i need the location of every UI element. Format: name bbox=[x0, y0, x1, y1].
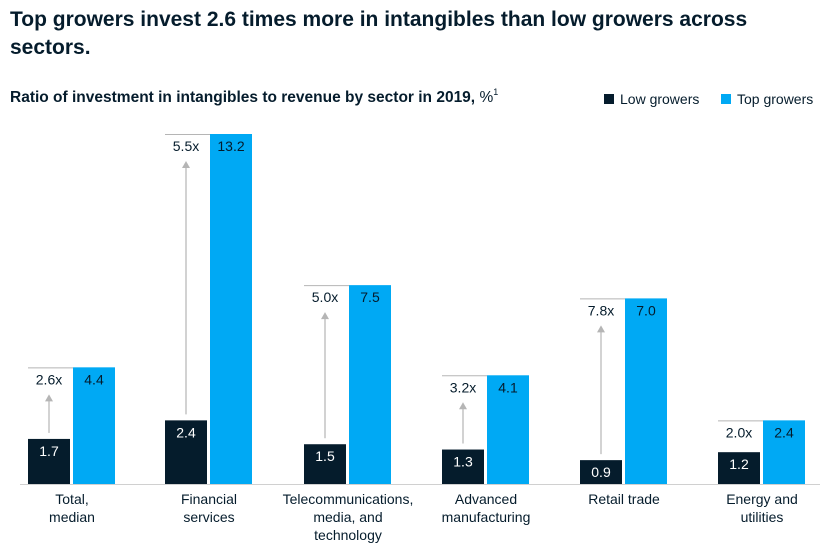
category-label: Retail trade bbox=[588, 491, 660, 507]
data-label-top-growers: 13.2 bbox=[217, 138, 244, 154]
category-label: median bbox=[49, 509, 95, 525]
growth-arrow-head bbox=[597, 325, 605, 333]
category-label: manufacturing bbox=[442, 509, 531, 525]
bar-top-growers bbox=[349, 285, 391, 484]
bar-top-growers bbox=[487, 375, 529, 484]
bar-low-growers bbox=[580, 460, 622, 484]
growth-arrow-head bbox=[321, 312, 329, 320]
bar-low-growers bbox=[718, 452, 760, 484]
multiplier-label: 7.8x bbox=[588, 302, 614, 318]
data-label-top-growers: 4.1 bbox=[498, 379, 518, 395]
legend-label-top-growers: Top growers bbox=[737, 91, 814, 107]
data-label-low-growers: 1.2 bbox=[729, 456, 749, 472]
legend-label-low-growers: Low growers bbox=[620, 91, 700, 107]
subtitle-unit: % bbox=[479, 89, 494, 106]
data-label-top-growers: 4.4 bbox=[84, 371, 104, 387]
subtitle-footnote: 1 bbox=[493, 87, 499, 97]
category-label: Total, bbox=[55, 491, 88, 507]
category-label: Energy and bbox=[726, 491, 798, 507]
bar-low-growers bbox=[165, 420, 207, 484]
category-label: media, and bbox=[313, 509, 382, 525]
legend-swatch-top-growers bbox=[721, 94, 731, 104]
legend-item-low-growers: Low growers bbox=[604, 91, 699, 107]
data-label-low-growers: 1.5 bbox=[315, 448, 335, 464]
data-label-top-growers: 7.5 bbox=[360, 289, 380, 305]
data-label-low-growers: 2.4 bbox=[176, 424, 196, 440]
chart-subtitle: Ratio of investment in intangibles to re… bbox=[10, 87, 499, 107]
multiplier-label: 3.2x bbox=[450, 379, 476, 395]
multiplier-label: 5.5x bbox=[173, 138, 199, 154]
multiplier-label: 2.6x bbox=[36, 371, 62, 387]
bar-top-growers bbox=[625, 298, 667, 484]
bar-low-growers bbox=[304, 444, 346, 484]
legend: Low growers Top growers bbox=[600, 91, 832, 111]
category-label: Financial bbox=[181, 491, 237, 507]
category-label: Advanced bbox=[455, 491, 517, 507]
category-label: Telecommunications, bbox=[283, 491, 414, 507]
multiplier-label: 2.0x bbox=[726, 424, 752, 440]
growth-arrow-head bbox=[45, 394, 53, 402]
legend-swatch-low-growers bbox=[604, 94, 614, 104]
bar-top-growers bbox=[73, 367, 115, 484]
bar-low-growers bbox=[28, 438, 70, 484]
category-label: utilities bbox=[741, 509, 784, 525]
growth-arrow-head bbox=[459, 402, 467, 410]
data-label-low-growers: 0.9 bbox=[591, 464, 611, 480]
data-label-top-growers: 2.4 bbox=[774, 424, 794, 440]
category-label: technology bbox=[314, 527, 382, 543]
subtitle-text: Ratio of investment in intangibles to re… bbox=[10, 89, 476, 106]
category-label: services bbox=[183, 509, 234, 525]
data-label-low-growers: 1.3 bbox=[453, 454, 473, 470]
multiplier-label: 5.0x bbox=[312, 289, 338, 305]
bar-low-growers bbox=[442, 449, 484, 484]
growth-arrow-head bbox=[182, 161, 190, 168]
bar-top-growers bbox=[763, 420, 805, 484]
bar-top-growers bbox=[210, 134, 252, 484]
data-label-top-growers: 7.0 bbox=[636, 302, 656, 318]
legend-item-top-growers: Top growers bbox=[721, 91, 813, 107]
data-label-low-growers: 1.7 bbox=[39, 443, 59, 459]
chart-title: Top growers invest 2.6 times more in int… bbox=[10, 8, 748, 59]
